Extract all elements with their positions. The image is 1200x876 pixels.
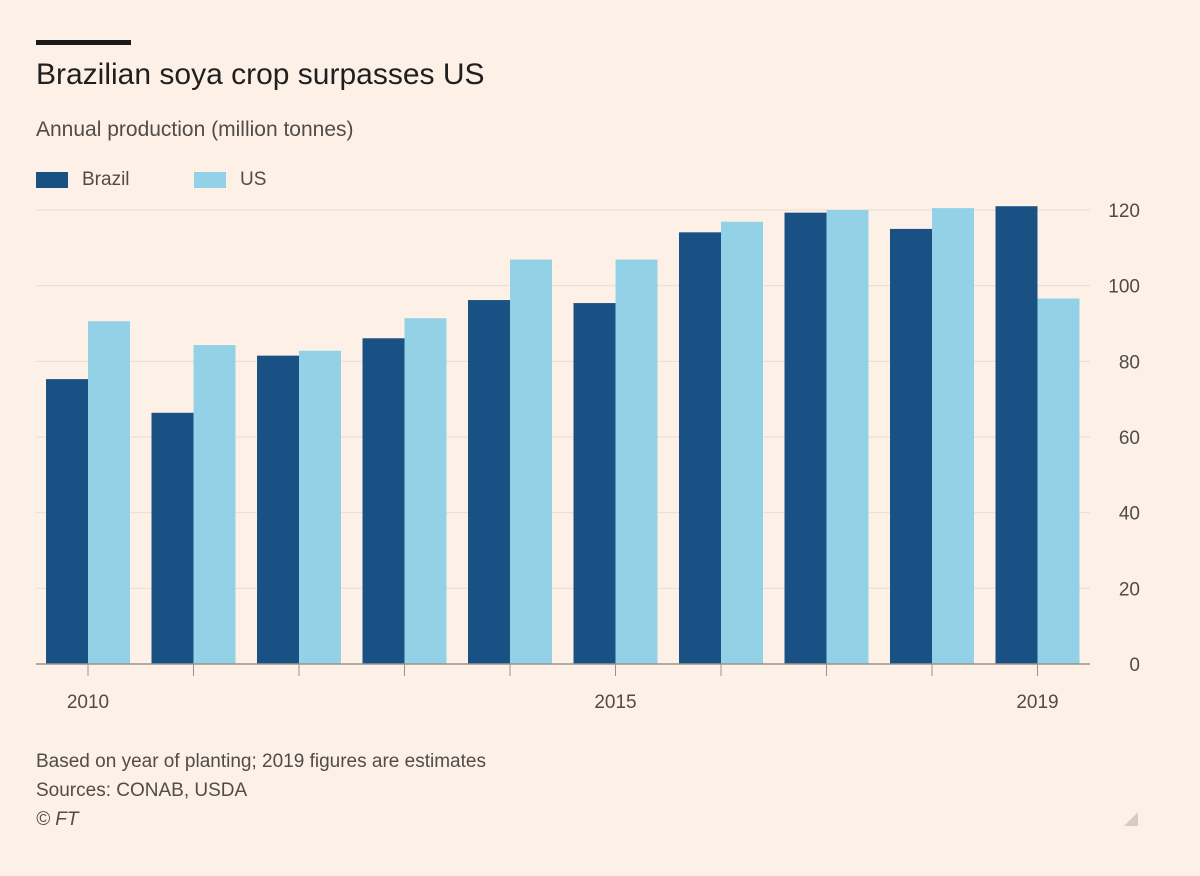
bar-us-2019 — [1037, 298, 1080, 664]
bar-us-2011 — [193, 345, 236, 664]
y-tick-label: 40 — [1119, 504, 1140, 525]
chart-title: Brazilian soya crop surpasses US — [36, 58, 485, 91]
y-tick-label: 60 — [1119, 428, 1140, 449]
bar-brazil-2016 — [679, 232, 721, 665]
sources-note: Sources: CONAB, USDA — [36, 780, 248, 801]
legend-item-us: US — [194, 169, 266, 191]
footnote: Based on year of planting; 2019 figures … — [36, 751, 486, 772]
bar-brazil-2017 — [784, 212, 827, 665]
legend-item-brazil: Brazil — [36, 169, 130, 191]
bar-us-2014 — [510, 259, 552, 664]
bar-brazil-2010 — [46, 379, 88, 664]
bar-us-2013 — [404, 318, 447, 664]
bar-us-2016 — [721, 221, 763, 664]
bar-brazil-2018 — [890, 228, 932, 664]
legend-label-brazil: Brazil — [82, 169, 130, 190]
bar-us-2015 — [615, 259, 658, 664]
bar-chart: 0 20 40 60 80 100 120 2010 2015 2019 — [36, 201, 1140, 713]
x-tick-label: 2019 — [1016, 692, 1058, 713]
bar-brazil-2013 — [362, 338, 405, 664]
y-tick-label: 80 — [1119, 352, 1140, 373]
bar-brazil-2019 — [995, 206, 1038, 664]
legend-label-us: US — [240, 169, 267, 190]
legend-swatch-us — [194, 172, 226, 188]
bar-brazil-2011 — [151, 412, 194, 664]
bar-us-2012 — [299, 350, 341, 664]
y-tick-label: 20 — [1119, 579, 1140, 600]
y-tick-label: 120 — [1108, 201, 1140, 222]
bar-us-2017 — [826, 210, 869, 664]
bar-us-2018 — [932, 208, 974, 664]
x-tick-label: 2010 — [67, 692, 109, 713]
ft-credit: © FT — [36, 809, 79, 830]
bar-brazil-2012 — [257, 355, 299, 664]
bar-us-2010 — [88, 321, 130, 664]
bar-brazil-2014 — [468, 300, 510, 664]
header-rule — [36, 40, 131, 45]
y-tick-label: 100 — [1108, 277, 1140, 298]
bar-brazil-2015 — [573, 303, 616, 664]
resize-handle-icon[interactable] — [1124, 812, 1138, 826]
y-tick-label: 0 — [1129, 655, 1140, 676]
chart-subtitle: Annual production (million tonnes) — [36, 118, 354, 141]
x-tick-label: 2015 — [594, 692, 636, 713]
legend-swatch-brazil — [36, 172, 68, 188]
